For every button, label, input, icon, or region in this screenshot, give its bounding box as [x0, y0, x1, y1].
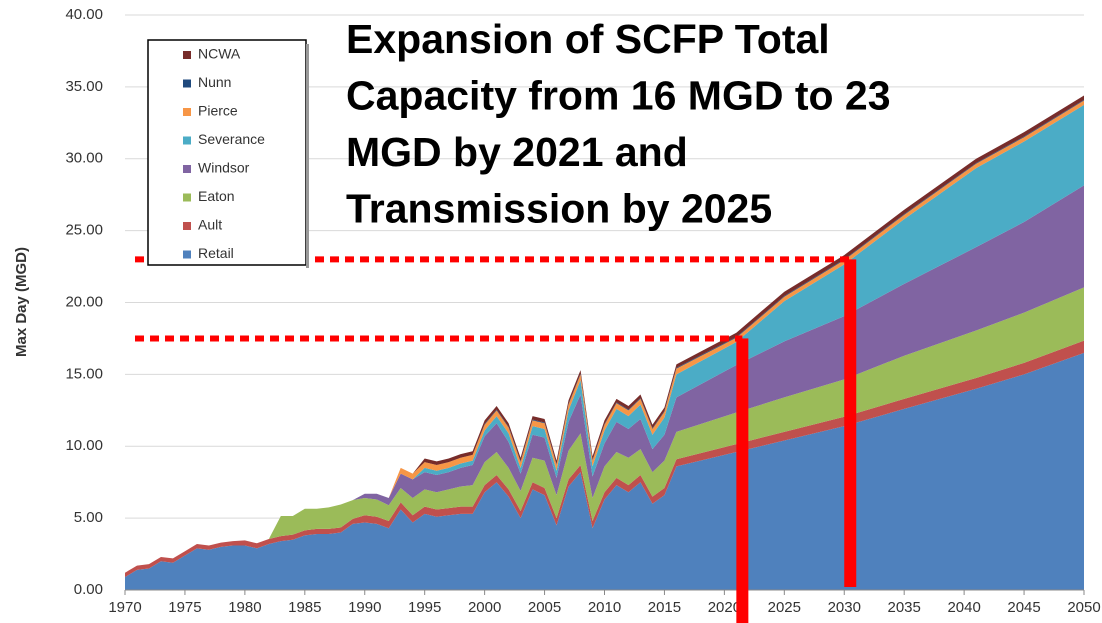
x-tick-label: 2025	[768, 599, 801, 616]
x-tick-label: 2010	[588, 599, 621, 616]
legend-swatch	[183, 136, 191, 145]
legend-swatch	[183, 79, 191, 88]
legend-swatch	[183, 108, 191, 116]
x-tick-label: 2015	[648, 599, 681, 616]
area	[125, 340, 1084, 578]
y-tick-label: 35.00	[65, 78, 103, 95]
legend-swatch	[183, 193, 191, 202]
y-tick-label: 5.00	[74, 509, 103, 526]
x-tick-label: 2030	[828, 599, 861, 616]
area	[125, 287, 1084, 573]
y-tick-label: 15.00	[65, 365, 103, 382]
legend-label: Nunn	[198, 74, 231, 90]
x-tick-label: 1970	[108, 599, 141, 616]
legend-shadow	[306, 44, 309, 268]
y-tick-label: 25.00	[65, 222, 103, 239]
y-axis-label: Max Day (MGD)	[13, 247, 30, 357]
x-tick-label: 1985	[288, 599, 321, 616]
legend-swatch	[183, 165, 191, 173]
legend-label: Severance	[198, 131, 265, 147]
y-tick-label: 40.00	[65, 6, 103, 23]
x-tick-label: 2050	[1067, 599, 1100, 616]
x-tick-label: 1980	[228, 599, 261, 616]
legend-label: Retail	[198, 245, 234, 261]
legend-label: Windsor	[198, 160, 250, 176]
x-tick-label: 2005	[528, 599, 561, 616]
y-tick-label: 10.00	[65, 437, 103, 454]
x-tick-label: 2045	[1007, 599, 1040, 616]
legend-swatch	[183, 250, 191, 259]
x-tick-label: 1990	[348, 599, 381, 616]
legend-label: Eaton	[198, 188, 235, 204]
legend-label: Pierce	[198, 103, 238, 119]
chart-title: Expansion of SCFP Total	[346, 16, 830, 62]
chart-title: MGD by 2021 and	[346, 129, 688, 175]
legend-swatch	[183, 51, 191, 59]
y-tick-label: 20.00	[65, 293, 103, 310]
x-tick-label: 1995	[408, 599, 441, 616]
reference-bar	[736, 338, 749, 623]
legend-swatch	[183, 222, 191, 230]
x-tick-label: 2000	[468, 599, 501, 616]
y-tick-label: 30.00	[65, 150, 103, 167]
legend-label: Ault	[198, 217, 222, 233]
legend: Retail Ault Eaton Windsor Severance Pierce Nun…	[147, 39, 309, 268]
y-tick-label: 0.00	[74, 581, 103, 598]
legend-label: NCWA	[198, 46, 241, 62]
x-tick-label: 2020	[708, 599, 741, 616]
chart-title: Transmission by 2025	[346, 185, 772, 231]
x-tick-label: 1975	[168, 599, 201, 616]
reference-bar	[844, 259, 857, 587]
x-tick-label: 2035	[888, 599, 921, 616]
x-tick-label: 2040	[947, 599, 980, 616]
chart-title: Capacity from 16 MGD to 23	[346, 72, 891, 118]
legend-box	[147, 39, 307, 266]
